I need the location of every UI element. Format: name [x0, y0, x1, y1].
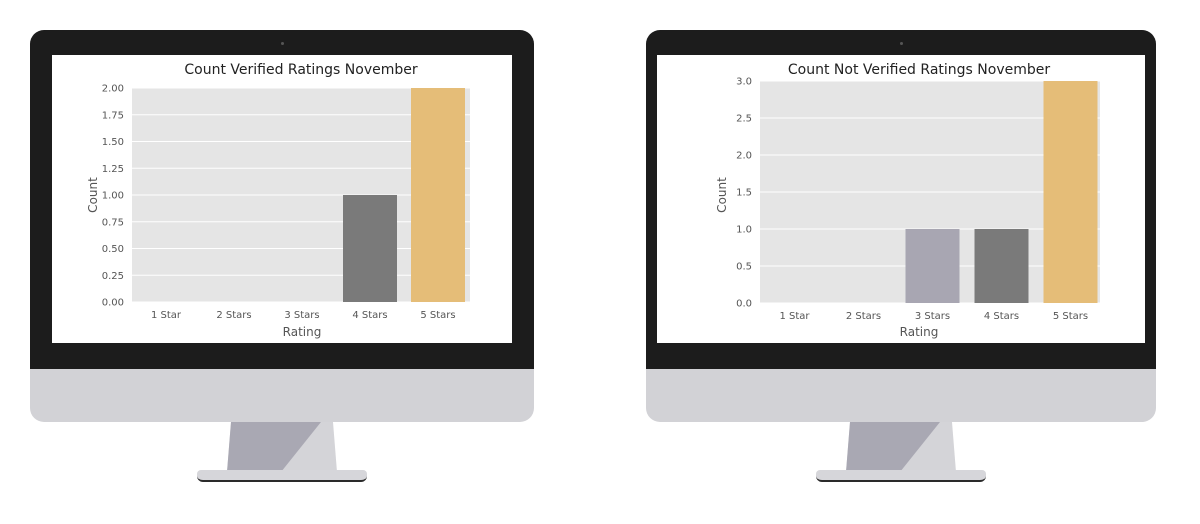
x-tick-label: 5 Stars [1053, 311, 1088, 322]
y-tick-label: 2.0 [736, 151, 752, 162]
chart-verified: Count Verified Ratings November Count Ra… [86, 62, 470, 339]
x-axis-label: Rating [283, 325, 322, 339]
monitor-chin [646, 369, 1156, 422]
x-tick-label: 1 Star [779, 311, 810, 322]
x-tick-label: 1 Star [151, 310, 182, 321]
y-tick-label: 1.75 [102, 110, 124, 121]
bar [411, 88, 465, 302]
camera-dot [281, 42, 284, 45]
stand-graphic [846, 422, 956, 472]
monitor-stand [223, 422, 341, 472]
monitor-right: Count Not Verified Ratings November Coun… [646, 30, 1156, 482]
x-tick-label: 5 Stars [420, 310, 455, 321]
chart-not-verified: Count Not Verified Ratings November Coun… [715, 62, 1100, 339]
y-tick-label: 0.5 [736, 262, 752, 273]
monitor-bezel: Count Not Verified Ratings November Coun… [646, 30, 1156, 369]
x-tick-label: 3 Stars [915, 311, 950, 322]
y-tick-label: 1.5 [736, 188, 752, 199]
y-tick-label: 1.25 [102, 164, 124, 175]
y-axis-label: Count [715, 177, 729, 213]
monitor-chin [30, 369, 534, 422]
y-tick-label: 0.00 [102, 298, 124, 309]
y-tick-label: 1.00 [102, 191, 124, 202]
y-tick-label: 2.00 [102, 84, 124, 95]
monitor-stand [842, 422, 960, 472]
y-tick-label: 0.0 [736, 299, 752, 310]
x-tick-label: 4 Stars [984, 311, 1019, 322]
y-tick-label: 0.75 [102, 217, 124, 228]
x-tick-label: 4 Stars [352, 310, 387, 321]
x-tick-label: 3 Stars [284, 310, 319, 321]
bar [905, 229, 960, 303]
chart-screen-not-verified: Count Not Verified Ratings November Coun… [657, 55, 1145, 343]
chart-screen-verified: Count Verified Ratings November Count Ra… [52, 55, 512, 343]
chart-title: Count Not Verified Ratings November [788, 62, 1050, 78]
y-axis-label: Count [86, 177, 100, 213]
x-tick-label: 2 Stars [846, 311, 881, 322]
y-tick-label: 0.50 [102, 244, 124, 255]
y-tick-label: 0.25 [102, 271, 124, 282]
stand-graphic [227, 422, 337, 472]
y-tick-label: 1.0 [736, 225, 752, 236]
monitor-stand-base [816, 470, 986, 482]
bar [1043, 81, 1098, 303]
monitor-bezel: Count Verified Ratings November Count Ra… [30, 30, 534, 369]
chart-title: Count Verified Ratings November [184, 62, 418, 78]
bar [974, 229, 1029, 303]
y-tick-label: 3.0 [736, 77, 752, 88]
y-tick-label: 1.50 [102, 137, 124, 148]
x-tick-label: 2 Stars [216, 310, 251, 321]
monitor-left: Count Verified Ratings November Count Ra… [30, 30, 534, 482]
bar [343, 195, 397, 302]
camera-dot [900, 42, 903, 45]
monitor-stand-base [197, 470, 367, 482]
y-tick-label: 2.5 [736, 114, 752, 125]
x-axis-label: Rating [900, 325, 939, 339]
